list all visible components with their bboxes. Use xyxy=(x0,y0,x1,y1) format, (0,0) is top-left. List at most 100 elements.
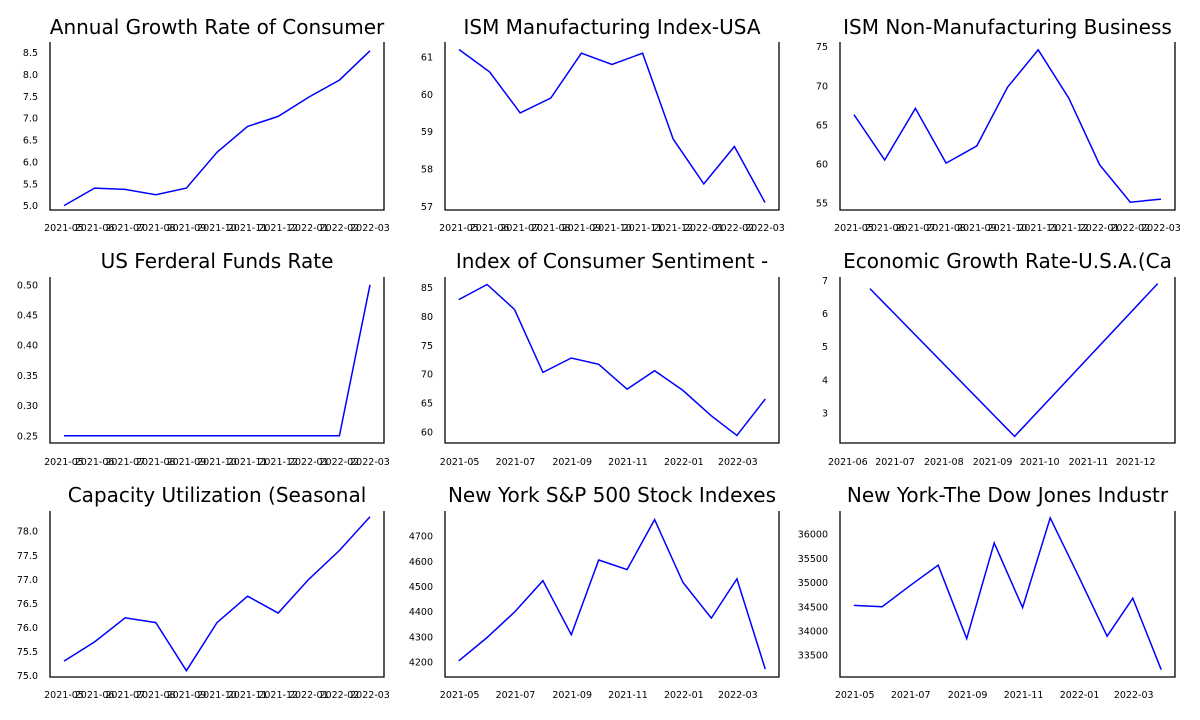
data-point xyxy=(541,371,544,374)
axes-frame xyxy=(839,277,1176,444)
data-point xyxy=(277,612,280,615)
data-point xyxy=(681,389,684,392)
x-tick-label: 2021-11 xyxy=(623,223,663,234)
data-point xyxy=(63,660,66,663)
y-tick-label: 70 xyxy=(421,370,433,381)
data-point xyxy=(852,604,855,607)
chart-title: Index of Consumer Sentiment - xyxy=(456,249,768,273)
data-point xyxy=(975,144,978,147)
x-tick-label: 2021-05 xyxy=(835,690,875,701)
data-point xyxy=(1156,282,1159,285)
series-line xyxy=(458,517,767,670)
x-tick-label: 2021-05 xyxy=(44,690,84,701)
data-point xyxy=(1131,597,1134,600)
chart-panel-6: Economic Growth Rate-U.S.A.(Ca 3 4 5 6 7 2021-… xyxy=(822,249,1176,468)
data-point xyxy=(1106,635,1109,638)
data-point xyxy=(937,564,940,567)
axes-frame xyxy=(444,42,780,211)
data-point xyxy=(710,414,713,417)
chart-title: US Ferderal Funds Rate xyxy=(101,249,334,273)
data-point xyxy=(1098,163,1101,166)
x-tick-label: 2021-11 xyxy=(228,457,268,468)
data-point xyxy=(626,568,629,571)
x-tick-label: 2021-08 xyxy=(531,223,571,234)
axes-frame xyxy=(444,511,780,678)
y-tick-label: 70 xyxy=(816,81,828,92)
y-tick-label: 4600 xyxy=(409,557,433,568)
y-tick-label: 60 xyxy=(816,159,828,170)
y-tick-label: 3 xyxy=(822,409,828,420)
x-tick-label: 2021-07 xyxy=(496,690,536,701)
x-tick-label: 2021-08 xyxy=(136,457,176,468)
data-point xyxy=(246,595,249,598)
chart-panel-5: Index of Consumer Sentiment - 60 65 70 75 80 8… xyxy=(421,249,780,468)
y-tick-label: 4200 xyxy=(409,657,433,668)
data-point xyxy=(338,434,341,437)
y-tick-label: 8.0 xyxy=(23,70,38,81)
data-point xyxy=(1129,201,1132,204)
x-tick-label: 2021-11 xyxy=(608,690,648,701)
data-point xyxy=(653,518,656,521)
x-tick-label: 2022-02 xyxy=(320,457,360,468)
data-point xyxy=(764,201,767,204)
data-point xyxy=(458,48,461,51)
axes-frame xyxy=(839,42,1176,211)
data-point xyxy=(672,138,675,141)
data-point xyxy=(945,162,948,165)
y-tick-label: 4400 xyxy=(409,607,433,618)
data-point xyxy=(93,640,96,643)
y-tick-label: 77.5 xyxy=(17,551,38,562)
data-point xyxy=(881,605,884,608)
series-line xyxy=(458,283,766,437)
data-point xyxy=(1013,435,1016,438)
y-tick-label: 80 xyxy=(421,312,433,323)
x-tick-label: 2022-01 xyxy=(289,690,329,701)
data-point xyxy=(93,187,96,190)
x-tick-label: 2022-02 xyxy=(320,223,360,234)
data-point xyxy=(965,637,968,640)
y-tick-label: 0.30 xyxy=(17,401,38,412)
x-tick-label: 2021-05 xyxy=(439,223,479,234)
x-tick-label: 2022-01 xyxy=(664,690,704,701)
x-tick-label: 2021-10 xyxy=(988,223,1028,234)
x-tick-label: 2022-03 xyxy=(1141,223,1181,234)
x-tick-label: 2021-06 xyxy=(470,223,510,234)
y-tick-label: 7.5 xyxy=(23,92,38,103)
chart-panel-2: ISM Manufacturing Index-USA 57 58 59 60 61 202… xyxy=(421,15,785,234)
data-point xyxy=(457,298,460,301)
data-point xyxy=(853,113,856,116)
chart-panel-9: New York-The Dow Jones Industr 33500 34000… xyxy=(798,483,1176,701)
y-tick-label: 0.50 xyxy=(17,280,38,291)
series-line xyxy=(63,516,371,673)
data-point xyxy=(216,151,219,154)
x-tick-label: 2022-03 xyxy=(718,690,758,701)
data-point xyxy=(735,434,738,437)
data-point xyxy=(993,541,996,544)
y-tick-label: 7.0 xyxy=(23,114,38,125)
data-point xyxy=(513,308,516,311)
x-tick-label: 2022-03 xyxy=(745,223,785,234)
x-tick-label: 2021-11 xyxy=(228,223,268,234)
data-point xyxy=(764,398,767,401)
x-tick-label: 2021-05 xyxy=(44,457,84,468)
data-point xyxy=(246,125,249,128)
y-tick-label: 4300 xyxy=(409,632,433,643)
y-tick-label: 5.0 xyxy=(23,201,38,212)
y-tick-label: 0.40 xyxy=(17,341,38,352)
data-point xyxy=(641,52,644,55)
data-point xyxy=(549,97,552,100)
x-tick-label: 2021-05 xyxy=(440,690,480,701)
data-point xyxy=(338,79,341,82)
x-tick-label: 2021-09 xyxy=(948,690,988,701)
chart-title: Capacity Utilization (Seasonal xyxy=(68,483,367,507)
x-tick-label: 2021-10 xyxy=(592,223,632,234)
y-tick-label: 4700 xyxy=(409,532,433,543)
data-point xyxy=(597,559,600,562)
x-tick-label: 2022-01 xyxy=(664,457,704,468)
x-tick-label: 2021-07 xyxy=(496,457,536,468)
x-tick-label: 2021-09 xyxy=(562,223,602,234)
x-tick-label: 2021-08 xyxy=(924,457,964,468)
data-point xyxy=(653,369,656,372)
chart-title: New York S&P 500 Stock Indexes xyxy=(448,483,776,507)
data-point xyxy=(764,668,767,671)
